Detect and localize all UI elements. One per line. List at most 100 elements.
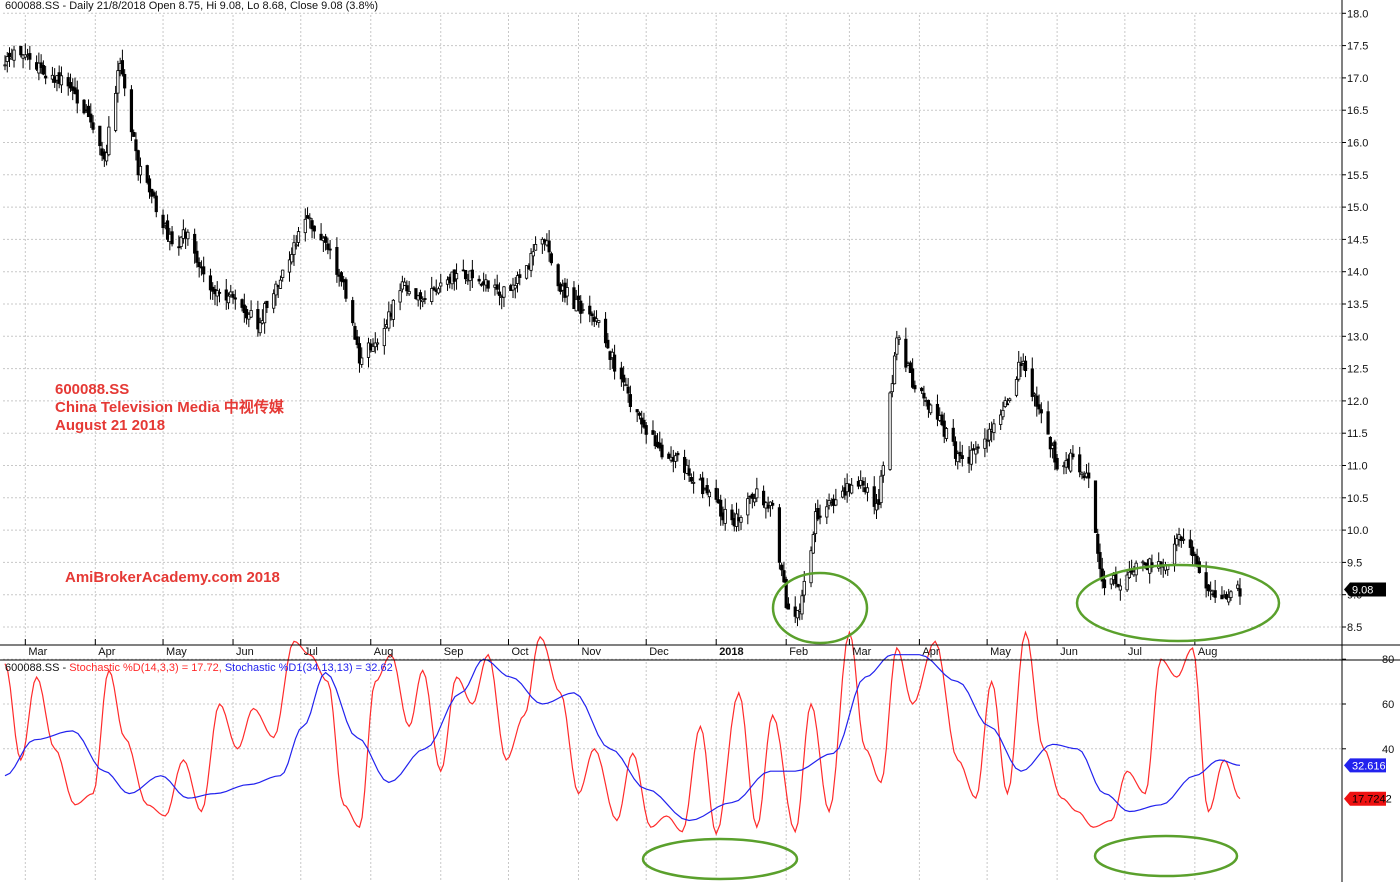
month-label: Apr — [98, 646, 115, 658]
candle-body — [1019, 363, 1023, 366]
candle-body — [951, 427, 955, 442]
candle-body — [1224, 594, 1229, 600]
stoch-tick-label: 80 — [1382, 654, 1394, 666]
month-label: May — [166, 646, 187, 658]
price-tick-label: 12.5 — [1347, 364, 1368, 376]
candle-body — [1030, 368, 1034, 397]
candle-body — [1001, 409, 1005, 418]
candle-body — [296, 231, 301, 243]
candle-body — [292, 242, 296, 255]
candle-body — [66, 77, 70, 87]
candle-body — [701, 477, 705, 495]
candle-body — [1096, 533, 1100, 554]
candle-body — [1130, 570, 1134, 573]
candle-body — [324, 236, 328, 243]
candle-body — [850, 484, 854, 494]
candle-body — [486, 280, 490, 289]
candle-body — [398, 290, 402, 303]
candle-body — [28, 53, 32, 60]
candle-body — [129, 89, 134, 133]
candle-body — [294, 244, 298, 247]
candle-body — [37, 62, 41, 74]
stoch-d-line — [4, 630, 1241, 836]
candle-body — [303, 218, 307, 234]
candle-body — [1127, 571, 1131, 578]
candle-body — [319, 233, 323, 241]
candle-body — [138, 165, 143, 176]
candle-body — [229, 291, 233, 296]
candle-body — [479, 283, 483, 286]
candle-body — [911, 368, 915, 388]
candle-body — [861, 480, 865, 486]
axes: 8.59.09.510.010.511.011.512.012.513.013.… — [24, 8, 1394, 806]
candle-body — [328, 248, 332, 251]
candle-body — [19, 45, 23, 56]
candle-body — [1236, 584, 1240, 589]
candle-body — [403, 281, 407, 286]
candle-body — [687, 468, 691, 476]
candle-body — [676, 452, 680, 456]
month-label: Feb — [789, 646, 808, 658]
candle-body — [637, 412, 642, 416]
candle-body — [549, 253, 553, 264]
candle-body — [1078, 454, 1082, 473]
candle-body — [752, 498, 757, 503]
candle-body — [1093, 480, 1098, 533]
candle-body — [104, 152, 109, 162]
candle-body — [874, 503, 879, 511]
candle-body — [132, 132, 136, 137]
candle-body — [581, 309, 585, 311]
candle-body — [335, 246, 339, 275]
candle-body — [974, 448, 978, 455]
candle-body — [714, 487, 718, 500]
month-label: Jun — [236, 646, 254, 658]
month-label: Nov — [581, 646, 601, 658]
candle-body — [987, 428, 991, 441]
candle-body — [82, 99, 86, 114]
highlight-ellipse-feb-low — [771, 571, 869, 645]
candle-body — [565, 287, 569, 297]
candle-body — [953, 441, 958, 459]
candle-body — [195, 250, 199, 263]
candle-body — [360, 357, 364, 365]
candle-body — [682, 456, 687, 473]
candle-body — [120, 60, 125, 75]
price-tick-label: 13.0 — [1347, 331, 1368, 343]
candle-body — [116, 70, 120, 94]
candle-body — [1087, 472, 1091, 479]
candle-body — [777, 507, 782, 563]
price-tick-label: 15.0 — [1347, 202, 1368, 214]
candle-body — [1053, 441, 1057, 463]
candle-body — [59, 75, 64, 86]
price-tick-label: 10.0 — [1347, 525, 1368, 537]
candle-body — [944, 428, 949, 439]
price-tick-label: 11.5 — [1347, 428, 1368, 440]
candle-body — [1005, 403, 1010, 406]
candle-body — [730, 509, 734, 521]
annotation-date: August 21 2018 — [55, 417, 166, 434]
candle-body — [1213, 590, 1217, 598]
indicator-panel-header: 600088.SS - Stochastic %D(14,3,3) = 17.7… — [5, 662, 393, 674]
candle-body — [644, 425, 648, 435]
candle-body — [107, 126, 111, 156]
candle-body — [1159, 561, 1163, 565]
price-tick-label: 15.5 — [1347, 170, 1368, 182]
candle-body — [208, 275, 213, 291]
candle-body — [68, 82, 73, 89]
stochastic-lines — [4, 630, 1241, 836]
candle-body — [165, 220, 170, 240]
price-tick-label: 14.5 — [1347, 234, 1368, 246]
candle-body — [879, 475, 883, 504]
stoch-tick-label: 60 — [1382, 699, 1394, 711]
candle-body — [606, 339, 610, 349]
candle-body — [597, 320, 601, 323]
candle-body — [533, 244, 538, 251]
price-candles — [3, 43, 1242, 627]
candle-body — [780, 564, 784, 571]
candle-body — [89, 113, 93, 123]
candle-body — [161, 214, 165, 229]
candle-body — [136, 150, 140, 176]
candle-body — [371, 345, 375, 352]
candle-body — [1116, 584, 1120, 587]
candle-body — [1080, 472, 1084, 476]
